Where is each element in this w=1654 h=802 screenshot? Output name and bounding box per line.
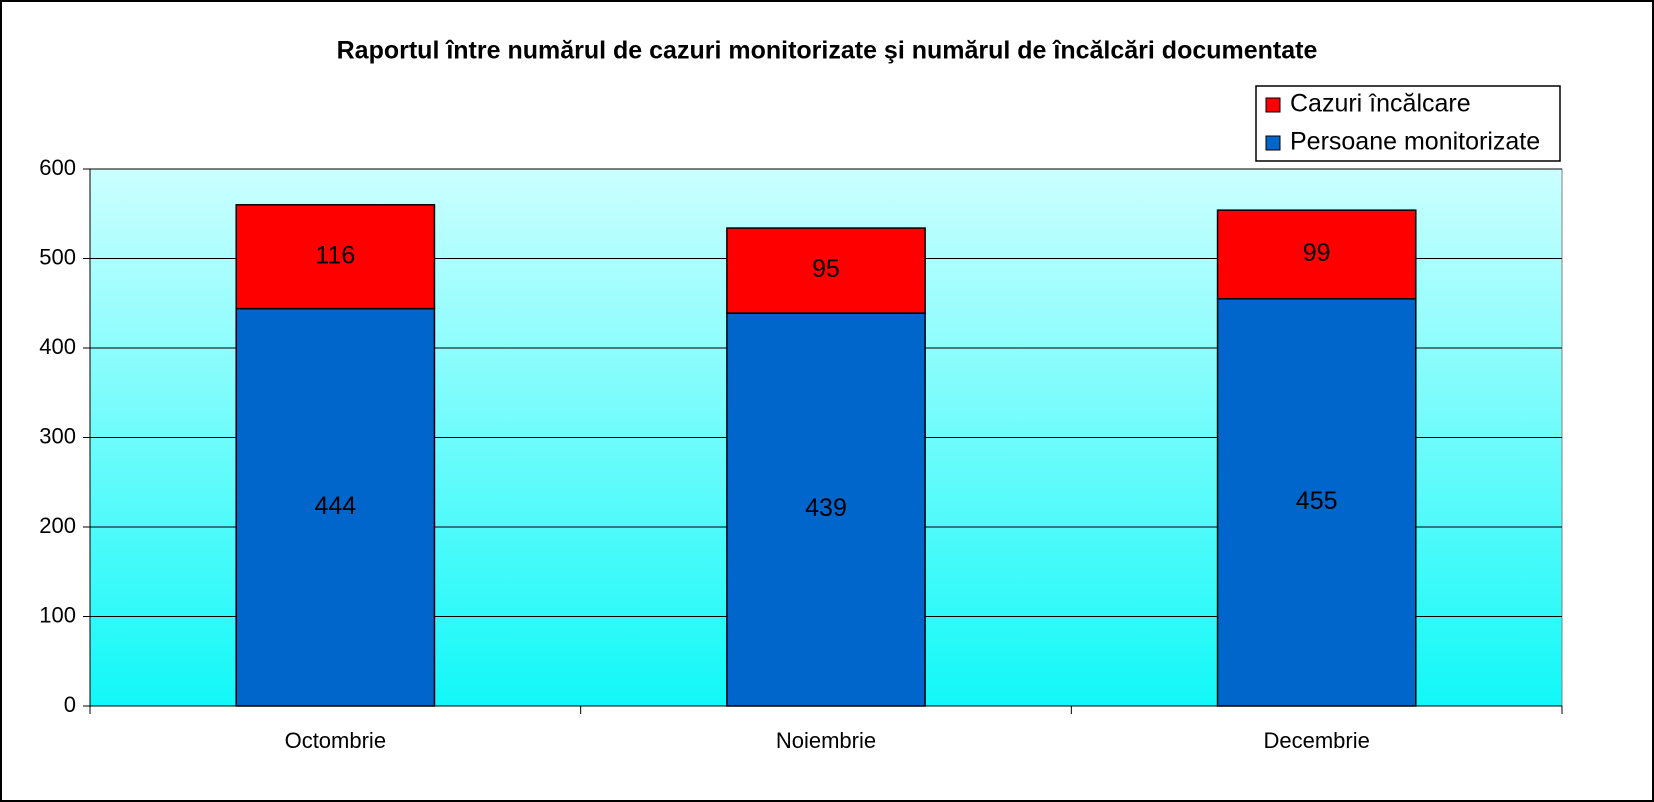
y-tick-label: 100 [39,602,76,627]
y-tick-label: 400 [39,334,76,359]
x-tick-label: Octombrie [285,728,386,753]
data-label: 95 [812,255,840,283]
bar-segment [726,227,926,314]
chart-title: Raportul între numărul de cazuri monitor… [337,37,1318,65]
data-label: 455 [1296,487,1338,515]
legend-swatch [1265,135,1281,151]
y-tick-label: 200 [39,513,76,538]
data-label: 116 [315,241,355,269]
legend-swatch [1265,97,1281,113]
data-label: 99 [1303,239,1331,267]
bar-segment [1216,209,1417,300]
y-tick-label: 300 [39,423,76,448]
y-tick-label: 0 [64,692,76,717]
data-label: 439 [805,494,847,522]
legend-box [1255,85,1561,162]
y-tick-label: 600 [39,155,76,180]
bar-segment [235,307,436,707]
x-tick-label: Noiembrie [776,728,876,753]
bar-segment [726,312,926,707]
data-label: 444 [314,492,356,520]
legend-label: Persoane monitorizate [1290,128,1540,156]
bar-segment [235,204,436,310]
bar-segment [1216,298,1417,707]
legend-label: Cazuri încălcare [1290,90,1471,118]
x-tick-label: Decembrie [1263,728,1369,753]
y-tick-label: 500 [39,244,76,269]
